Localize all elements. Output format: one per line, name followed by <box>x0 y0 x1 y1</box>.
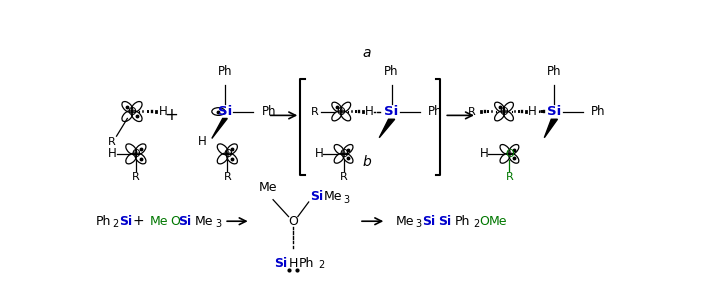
Text: Ph: Ph <box>299 257 314 270</box>
Text: H: H <box>198 135 207 148</box>
Text: Si: Si <box>274 257 287 270</box>
Text: Si: Si <box>547 105 561 118</box>
Text: H: H <box>107 147 117 160</box>
Text: Ph: Ph <box>591 105 606 118</box>
Text: R: R <box>108 137 116 147</box>
Text: H: H <box>365 105 373 118</box>
Text: Me: Me <box>324 190 342 203</box>
Text: Ph: Ph <box>428 105 443 118</box>
Text: Me: Me <box>259 181 277 194</box>
Text: R: R <box>311 107 319 117</box>
Text: H: H <box>315 147 323 160</box>
Text: Si: Si <box>218 105 232 118</box>
Text: O: O <box>505 149 514 159</box>
Text: H: H <box>159 105 167 118</box>
Text: b: b <box>362 155 371 169</box>
Polygon shape <box>212 119 227 138</box>
Text: +: + <box>132 214 144 228</box>
Text: Ph: Ph <box>455 215 470 228</box>
Text: R: R <box>506 172 513 182</box>
Polygon shape <box>544 119 558 138</box>
Text: R: R <box>340 172 347 182</box>
Text: Ph: Ph <box>547 65 561 78</box>
Text: 3: 3 <box>215 219 221 229</box>
Text: Si: Si <box>310 190 323 203</box>
Text: O: O <box>171 215 181 228</box>
Text: Si: Si <box>438 215 451 228</box>
Text: H: H <box>528 105 536 118</box>
Text: H: H <box>289 257 298 270</box>
Text: H: H <box>480 147 488 160</box>
Text: R: R <box>132 172 139 182</box>
Text: Si: Si <box>179 215 192 228</box>
Text: Me: Me <box>488 215 507 228</box>
Text: Si: Si <box>422 215 435 228</box>
Text: O: O <box>288 215 298 228</box>
Text: a: a <box>363 46 370 60</box>
Text: O: O <box>132 149 140 159</box>
Text: Me: Me <box>395 215 414 228</box>
Text: O: O <box>339 149 348 159</box>
Text: 2: 2 <box>113 219 119 229</box>
Text: O: O <box>223 149 232 159</box>
Text: 3: 3 <box>344 195 350 205</box>
Text: Ph: Ph <box>218 65 232 78</box>
Text: Ph: Ph <box>96 215 111 228</box>
Text: Me: Me <box>194 215 213 228</box>
Text: O: O <box>500 107 508 117</box>
Text: O: O <box>127 107 137 117</box>
Text: 3: 3 <box>415 219 422 229</box>
Text: R: R <box>468 107 475 117</box>
Polygon shape <box>379 119 395 138</box>
Text: +: + <box>164 107 178 124</box>
Text: Me: Me <box>150 215 168 228</box>
Text: Si: Si <box>119 215 132 228</box>
Text: Ph: Ph <box>262 105 276 118</box>
Text: Si: Si <box>385 105 399 118</box>
Text: Ph: Ph <box>385 65 399 78</box>
Text: O: O <box>337 107 345 117</box>
Text: O: O <box>479 215 489 228</box>
Text: 2: 2 <box>318 260 324 270</box>
Text: R: R <box>224 172 231 182</box>
Text: 2: 2 <box>473 219 479 229</box>
